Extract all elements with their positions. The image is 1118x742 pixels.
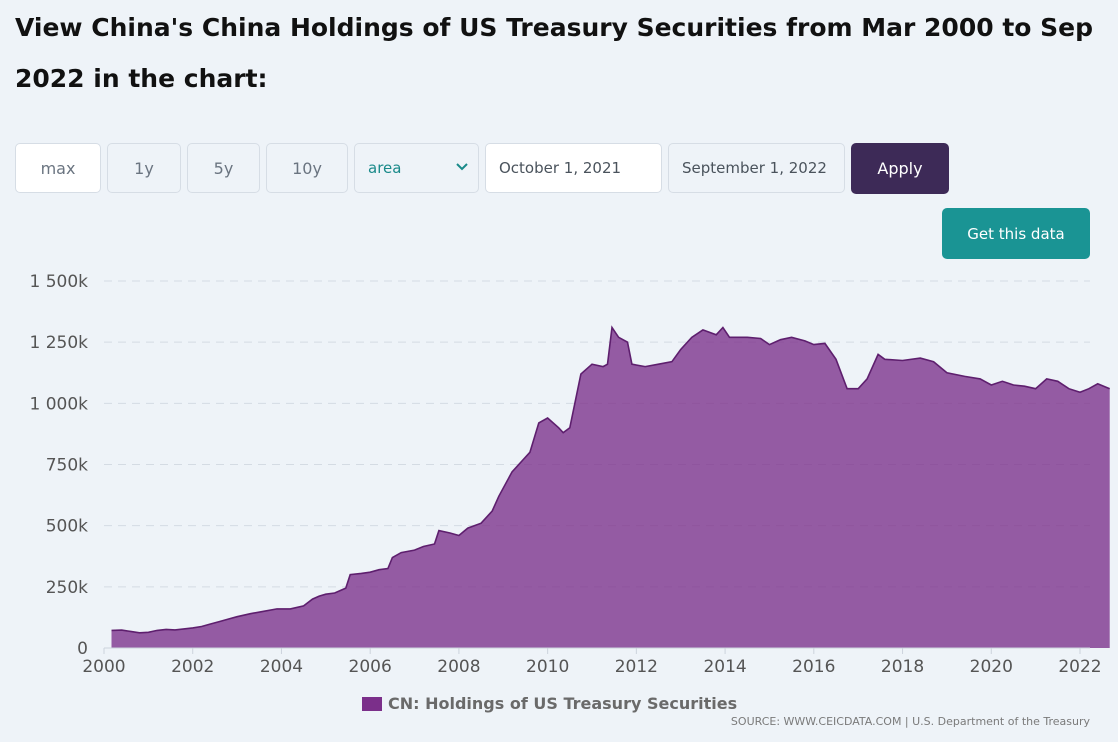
- x-tick-label: 2018: [881, 657, 924, 677]
- get-this-data-button[interactable]: Get this data: [942, 208, 1090, 259]
- range-1y-button[interactable]: 1y: [107, 143, 181, 193]
- y-tick-label: 1 000k: [29, 394, 88, 414]
- x-tick-label: 2022: [1058, 657, 1101, 677]
- apply-button[interactable]: Apply: [851, 143, 949, 194]
- y-tick-label: 1 500k: [29, 272, 88, 292]
- series-line: [111, 325, 1111, 634]
- chart-type-value: area: [368, 159, 402, 177]
- chevron-down-icon: [456, 163, 468, 171]
- x-tick-label: 2006: [349, 657, 392, 677]
- x-tick-label: 2002: [171, 657, 214, 677]
- date-to-input[interactable]: September 1, 2022: [668, 143, 845, 193]
- x-tick-label: 2020: [970, 657, 1013, 677]
- page-title: View China's China Holdings of US Treasu…: [15, 13, 1094, 93]
- range-5y-button[interactable]: 5y: [187, 143, 260, 193]
- source-note: SOURCE: WWW.CEICDATA.COM | U.S. Departme…: [730, 715, 1090, 728]
- y-tick-label: 500k: [46, 517, 88, 537]
- y-tick-label: 250k: [46, 578, 88, 598]
- x-tick-label: 2000: [82, 657, 125, 677]
- range-max-button[interactable]: max: [15, 143, 101, 193]
- chart-legend[interactable]: CN: Holdings of US Treasury Securities: [362, 694, 737, 713]
- x-tick-label: 2008: [437, 657, 480, 677]
- y-tick-label: 750k: [46, 456, 88, 476]
- date-from-input[interactable]: October 1, 2021: [485, 143, 662, 193]
- chart-type-select[interactable]: area: [354, 143, 479, 193]
- x-tick-label: 2014: [703, 657, 746, 677]
- y-tick-label: 0: [77, 639, 88, 659]
- x-tick-label: 2010: [526, 657, 569, 677]
- series-area: [111, 327, 1110, 648]
- legend-label: CN: Holdings of US Treasury Securities: [388, 694, 738, 713]
- x-tick-label: 2004: [260, 657, 303, 677]
- x-tick-label: 2016: [792, 657, 835, 677]
- legend-swatch: [362, 696, 382, 711]
- x-tick-label: 2012: [615, 657, 658, 677]
- range-10y-button[interactable]: 10y: [266, 143, 348, 193]
- y-tick-label: 1 250k: [29, 333, 88, 353]
